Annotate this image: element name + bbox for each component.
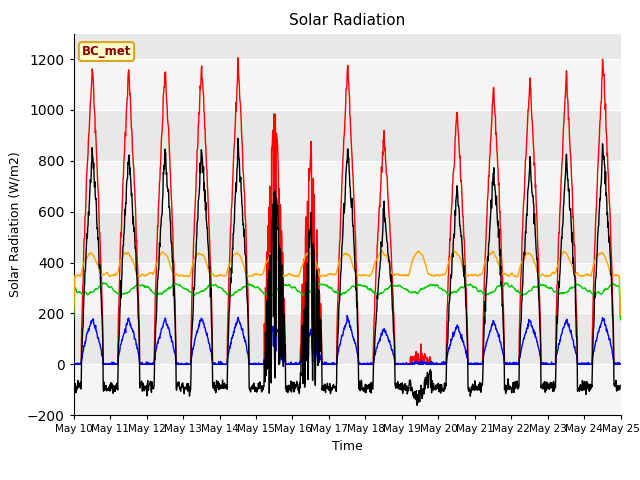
Bar (74, 161, 621, 212)
Title: Solar Radiation: Solar Radiation (289, 13, 405, 28)
Y-axis label: Solar Radiation (W/m2): Solar Radiation (W/m2) (8, 152, 21, 297)
Text: BC_met: BC_met (82, 45, 131, 58)
Bar (74, 263, 621, 313)
Bar (74, 59, 621, 110)
Bar (74, 34, 621, 59)
Bar (74, 212, 621, 263)
X-axis label: Time: Time (332, 440, 363, 453)
Bar (74, 110, 621, 161)
Bar (74, 313, 621, 364)
